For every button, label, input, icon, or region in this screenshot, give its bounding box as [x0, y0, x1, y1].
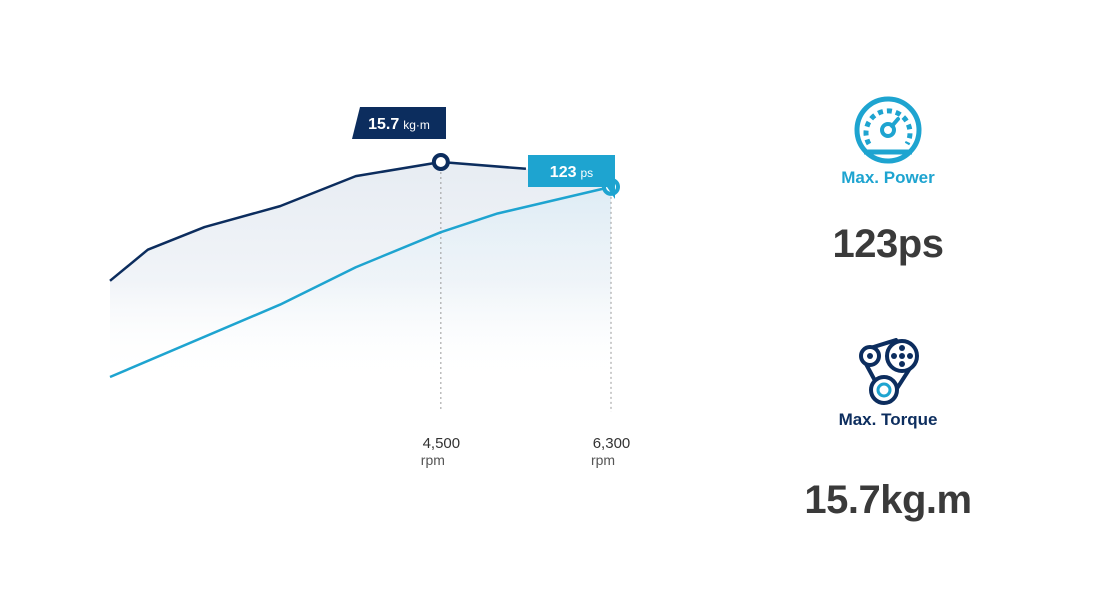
max-torque-value: 15.7kg.m [804, 478, 972, 522]
max-torque-label: Max. Torque [838, 410, 938, 429]
torque-peak-callout: 15.7 kg·m [352, 107, 446, 139]
torque-peak-value: 15.7 [368, 116, 399, 133]
power-line [109, 185, 612, 379]
svg-text:15.7kg·m: 15.7 kg·m [368, 116, 430, 133]
x-tick-unit-0: rpm [421, 452, 445, 468]
speedometer-icon [850, 96, 926, 171]
max-power-value: 123ps [832, 222, 944, 266]
belt-pulley-icon [856, 338, 922, 411]
torque-peak-point [431, 153, 450, 171]
x-tick-label-1: 6,300 [593, 435, 631, 452]
torque-peak-unit: kg·m [403, 118, 430, 132]
power-peak-unit: ps [581, 166, 594, 180]
x-tick-unit-1: rpm [591, 452, 615, 468]
power-peak-value: 123 [550, 164, 577, 181]
x-tick-label-0: 4,500 [423, 435, 461, 452]
power-area [110, 186, 611, 378]
power-peak-callout: 123 ps [528, 155, 615, 199]
svg-text:123ps: 123 ps [550, 164, 593, 181]
max-power-label: Max. Power [841, 168, 935, 187]
